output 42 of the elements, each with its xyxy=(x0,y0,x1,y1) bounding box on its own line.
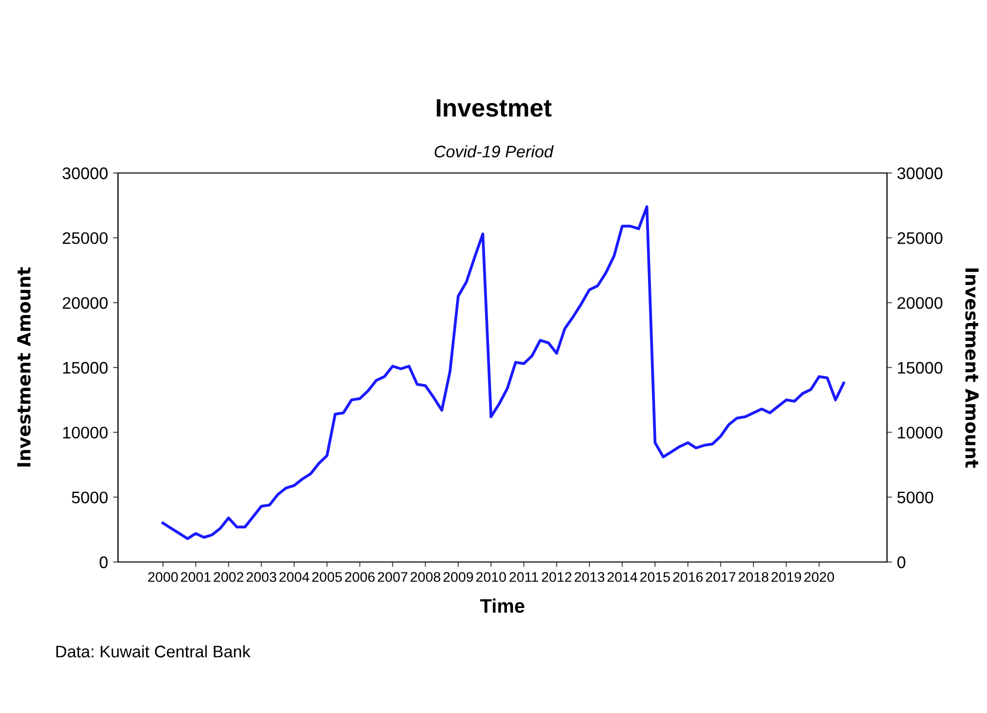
x-tick-label: 2019 xyxy=(772,572,802,582)
y-tick-label: 10000 xyxy=(63,426,108,439)
y2-tick-label: 20000 xyxy=(898,297,942,309)
x-tick-label: 2000 xyxy=(148,572,178,582)
x-tick-label: 2008 xyxy=(410,572,440,582)
chart-title: Investmet xyxy=(436,99,552,117)
y-tick-label: 0 xyxy=(100,556,108,568)
y-tick-label: 5000 xyxy=(72,492,108,504)
x-tick-label: 2009 xyxy=(443,572,473,582)
x-tick-label: 2007 xyxy=(378,572,408,582)
x-tick-label: 2011 xyxy=(510,572,538,582)
y2-axis-title: Investment Amount xyxy=(965,268,979,468)
x-tick-label: 2002 xyxy=(214,572,244,582)
y-tick-label: 25000 xyxy=(62,232,108,244)
y-tick-label: 20000 xyxy=(62,297,108,309)
x-tick-label: 2012 xyxy=(542,572,572,582)
x-tick-label: 2006 xyxy=(345,572,375,582)
y-axis-title: Investment Amount xyxy=(17,267,31,466)
y-tick-label: 15000 xyxy=(63,362,108,374)
x-tick-label: 2014 xyxy=(608,572,638,582)
x-tick-label: 2017 xyxy=(706,572,736,582)
x-tick-label: 2013 xyxy=(574,572,604,582)
y2-tick-label: 30000 xyxy=(897,167,942,180)
text: Data: Kuwait Central Bank xyxy=(56,645,250,658)
x-tick-label: 2018 xyxy=(738,572,768,582)
x-tick-label: 2004 xyxy=(279,572,310,582)
y2-tick-label: 10000 xyxy=(898,426,942,439)
x-tick-label: 2020 xyxy=(804,572,834,582)
x-tick-label: 2005 xyxy=(312,572,342,582)
y2-tick-label: 5000 xyxy=(897,492,934,504)
y-tick-label: 30000 xyxy=(62,167,108,180)
y2-tick-label: 25000 xyxy=(898,232,942,244)
x-tick-label: 2010 xyxy=(476,572,506,582)
line-series xyxy=(162,205,846,540)
y2-tick-label: 15000 xyxy=(898,362,942,374)
y2-tick-label: 0 xyxy=(897,556,906,568)
x-axis-title: Time xyxy=(480,598,524,613)
chart-subtitle: Covid-19 Period xyxy=(434,145,554,158)
x-tick-label: 2003 xyxy=(246,572,276,582)
x-tick-label: 2015 xyxy=(640,572,670,582)
x-tick-label: 2001 xyxy=(181,572,211,582)
x-tick-label: 2016 xyxy=(673,572,703,582)
